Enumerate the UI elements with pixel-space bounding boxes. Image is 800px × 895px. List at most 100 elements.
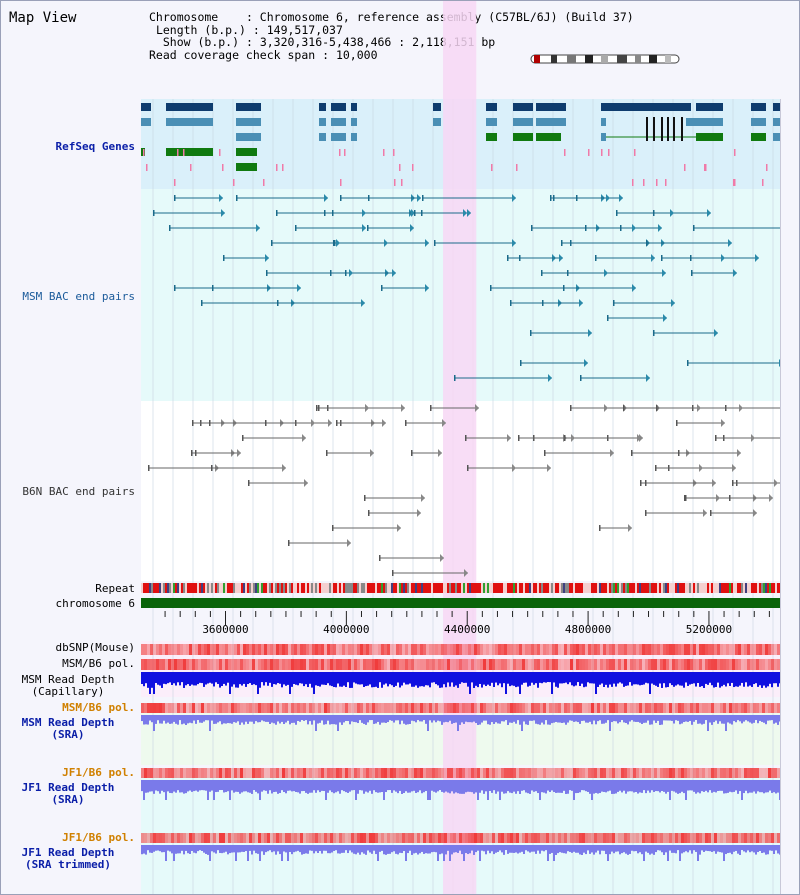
jf1-depth-trimmed-bar <box>195 845 197 854</box>
repeat-segment <box>449 583 451 593</box>
jf1-depth-sra-bar <box>555 780 557 793</box>
jf1-depth-trimmed-bar <box>629 845 631 854</box>
chromosome-ideogram[interactable] <box>529 53 683 65</box>
jf1-b6-pol-cell <box>687 768 690 778</box>
msm-depth-capillary-bar <box>731 672 733 683</box>
jf1-b6-pol-2-cell <box>717 833 720 843</box>
jf1-b6-pol-2-cell <box>249 833 252 843</box>
msm-depth-capillary-bar <box>145 672 147 684</box>
msm-b6-pol-cell <box>219 659 222 670</box>
jf1-depth-trimmed-bar <box>737 845 739 854</box>
jf1-depth-trimmed-bar <box>171 845 173 854</box>
msm-depth-sra-bar <box>225 715 227 724</box>
msm-b6-pol-cell <box>480 659 483 670</box>
repeat-segment <box>573 583 575 593</box>
msm-depth-capillary-bar <box>215 672 217 683</box>
msm-depth-capillary-bar <box>191 672 193 685</box>
jf1-b6-pol-cell <box>141 768 144 778</box>
msm-depth-capillary-bar <box>511 672 513 686</box>
gene-marker <box>705 164 707 171</box>
msm-depth-sra-bar <box>605 715 607 723</box>
b6n-bac-end <box>430 405 432 411</box>
jf1-depth-sra-bar <box>717 780 719 792</box>
repeat-segment <box>191 583 193 593</box>
msm-depth-sra-bar <box>695 715 697 721</box>
gene-marker <box>401 179 403 186</box>
jf1-b6-pol-2-cell <box>438 833 441 843</box>
repeat-segment <box>145 583 147 593</box>
jf1-b6-pol-cell <box>285 768 288 778</box>
msm-b6-pol-cell <box>660 659 663 670</box>
repeat-segment <box>631 583 633 593</box>
msm-b6-pol-cell <box>759 659 762 670</box>
jf1-b6-pol-cell <box>540 768 543 778</box>
b6n-bac-end <box>411 450 413 456</box>
jf1-b6-pol-cell <box>759 768 762 778</box>
jf1-depth-sra-bar <box>633 780 635 793</box>
msm-depth-capillary-bar <box>571 672 573 686</box>
msm-b6-pol-cell <box>591 659 594 670</box>
jf1-b6-pol-cell <box>315 768 318 778</box>
msm-depth-capillary-bar <box>269 672 271 683</box>
jf1-b6-pol-cell <box>288 768 291 778</box>
jf1-depth-sra-bar <box>753 780 755 792</box>
msm-b6-pol-cell <box>528 659 531 670</box>
msm-depth-sra-bar <box>333 715 335 725</box>
dbsnp-cell <box>243 644 246 655</box>
jf1-depth-trimmed-bar <box>159 845 161 852</box>
b6n-bac-arrow <box>464 569 468 577</box>
msm-depth-capillary-bar <box>315 672 317 686</box>
msm-depth-capillary-bar <box>623 672 625 687</box>
repeat-segment <box>723 583 725 593</box>
jf1-depth-sra-bar <box>653 780 655 792</box>
jf1-depth-trimmed-bar <box>479 845 481 861</box>
msm-depth-sra-bar <box>269 715 271 724</box>
msm-b6-pol-cell <box>282 659 285 670</box>
track-label-refseq-genes[interactable]: RefSeq Genes <box>55 140 135 153</box>
jf1-b6-pol-cell <box>744 768 747 778</box>
jf1-depth-trimmed-bar <box>695 845 697 852</box>
jf1-depth-sra-bar <box>545 780 547 794</box>
jf1-depth-sra-bar <box>221 780 223 791</box>
jf1-b6-pol-cell <box>339 768 342 778</box>
jf1-depth-sra-bar <box>447 780 449 793</box>
b6n-bac-arrow <box>610 449 614 457</box>
dbsnp-cell <box>666 644 669 655</box>
repeat-segment <box>565 583 567 593</box>
repeat-segment <box>763 583 765 593</box>
jf1-depth-sra-bar <box>739 780 741 792</box>
gene-exon <box>601 118 606 126</box>
msm-depth-capillary-bar <box>451 672 453 683</box>
msm-depth-sra-bar <box>381 715 383 723</box>
chromosome-bar <box>141 598 781 608</box>
msm-bac-end <box>212 285 214 291</box>
jf1-b6-pol-cell <box>714 768 717 778</box>
dbsnp-cell <box>255 644 258 655</box>
jf1-depth-sra-bar <box>661 780 663 791</box>
gene-exon <box>141 103 151 111</box>
msm-depth-sra-bar <box>589 715 591 722</box>
jf1-depth-trimmed-bar <box>411 845 413 855</box>
msm-b6-pol-2-cell <box>237 703 240 713</box>
jf1-depth-sra-bar <box>495 780 497 794</box>
jf1-b6-pol-2-cell <box>456 833 459 843</box>
genome-track-panel[interactable]: 3600000 4000000 4400000 4800000 5200000 <box>141 1 781 895</box>
msm-depth-sra-bar <box>189 715 191 723</box>
jf1-depth-sra-bar <box>571 780 573 791</box>
msm-depth-sra-bar <box>489 715 491 725</box>
b6n-bac-arrow <box>328 419 332 427</box>
msm-depth-sra-bar <box>361 715 363 723</box>
jf1-b6-pol-2-cell <box>282 833 285 843</box>
msm-bac-end <box>519 255 521 261</box>
jf1-b6-pol-cell <box>576 768 579 778</box>
msm-depth-capillary-bar <box>697 672 699 683</box>
jf1-depth-sra-bar <box>341 780 343 791</box>
dbsnp-cell <box>432 644 435 655</box>
jf1-b6-pol-2-cell <box>507 833 510 843</box>
msm-depth-capillary-bar <box>633 672 635 685</box>
jf1-depth-trimmed-bar <box>637 845 639 854</box>
jf1-depth-sra-bar <box>445 780 447 792</box>
jf1-depth-trimmed-bar <box>445 845 447 855</box>
jf1-depth-trimmed-bar <box>501 845 503 853</box>
jf1-depth-sra-bar <box>257 780 259 794</box>
